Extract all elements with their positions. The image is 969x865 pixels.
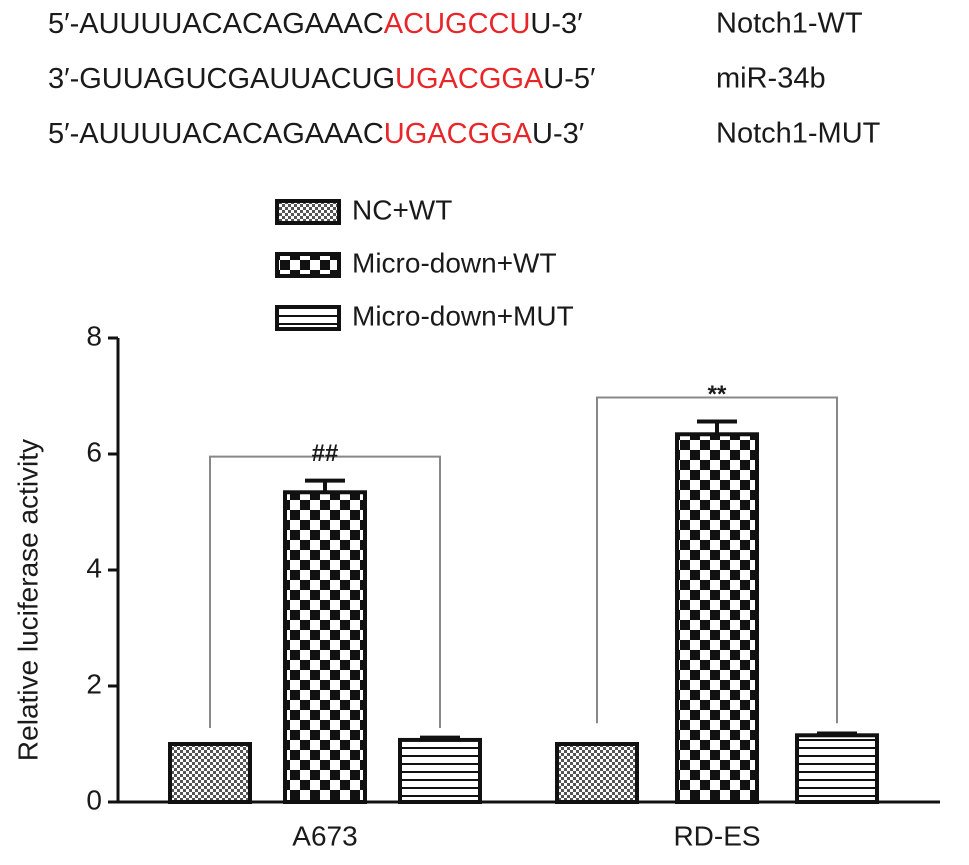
y-tick-label: 0: [86, 784, 102, 815]
legend-label: NC+WT: [352, 194, 452, 225]
bar: [168, 742, 252, 804]
y-tick-label: 4: [86, 552, 102, 583]
sequence-part: U-3′: [530, 8, 582, 40]
significance-bracket: [209, 455, 441, 728]
error-bar: [817, 731, 857, 736]
bar: [675, 432, 759, 804]
legend-swatch: [275, 305, 341, 331]
sequence-part: ACUGCCU: [384, 8, 531, 40]
y-axis-label: Relative luciferase activity: [12, 439, 43, 761]
significance-label: ##: [312, 440, 339, 467]
sequence-part: 3′-GUUAGUCGAUUACUG: [48, 63, 395, 95]
sequence-label: Notch1-MUT: [716, 118, 881, 150]
sequence-part: 5′-AUUUUACACAGAAAC: [48, 8, 384, 40]
legend-swatch: [275, 252, 341, 278]
y-tick-label: 8: [86, 320, 102, 351]
bar: [555, 742, 639, 804]
error-bar: [305, 478, 345, 493]
sequence: 3′-GUUAGUCGAUUACUGUGACGGAU-5′: [48, 63, 595, 95]
error-bar: [420, 735, 460, 740]
sequence: 5′-AUUUUACACAGAAACACUGCCUU-3′: [48, 8, 583, 40]
legend-swatch: [275, 199, 341, 225]
sequence-part: UGACGGA: [395, 63, 544, 95]
bar: [795, 733, 879, 804]
x-tick-label: RD-ES: [673, 820, 760, 851]
sequence-part: U-3′: [532, 118, 584, 150]
sequence-part: 5′-AUUUUACACAGAAAC: [48, 118, 384, 150]
sequence-label: miR-34b: [716, 63, 826, 95]
significance-label: **: [708, 381, 727, 408]
y-tick-label: 6: [86, 436, 102, 467]
bar: [398, 737, 482, 805]
legend-label: Micro-down+WT: [352, 247, 557, 278]
sequence-part: U-5′: [543, 63, 595, 95]
legend-label: Micro-down+MUT: [352, 300, 574, 331]
sequence-part: UGACGGA: [384, 118, 533, 150]
error-bar: [697, 419, 737, 435]
sequence: 5′-AUUUUACACAGAAACUGACGGAU-3′: [48, 118, 584, 150]
bar: [283, 490, 367, 804]
x-tick-label: A673: [292, 820, 357, 851]
significance-bracket: [596, 396, 838, 724]
sequence-label: Notch1-WT: [716, 8, 863, 40]
y-tick-label: 2: [86, 668, 102, 699]
